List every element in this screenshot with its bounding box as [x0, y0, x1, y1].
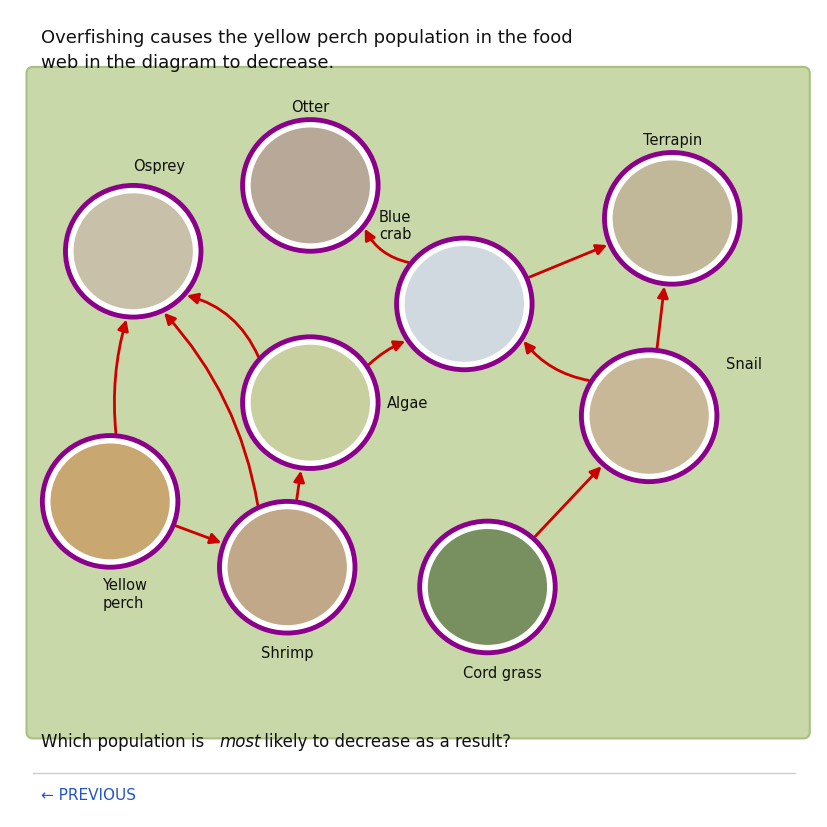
Ellipse shape [612, 161, 731, 277]
Ellipse shape [396, 239, 532, 370]
Ellipse shape [604, 153, 739, 284]
Ellipse shape [419, 522, 555, 653]
Ellipse shape [251, 128, 370, 244]
Ellipse shape [227, 509, 347, 625]
Text: Blue
crab: Blue crab [379, 209, 411, 241]
Ellipse shape [50, 444, 170, 560]
Text: Snail: Snail [725, 356, 761, 371]
Ellipse shape [219, 502, 355, 633]
Ellipse shape [404, 246, 523, 362]
Ellipse shape [65, 186, 201, 318]
Text: ← PREVIOUS: ← PREVIOUS [41, 787, 136, 802]
Text: most: most [219, 732, 261, 750]
Ellipse shape [428, 529, 547, 645]
Text: Algae: Algae [387, 395, 428, 411]
Ellipse shape [242, 337, 378, 469]
Ellipse shape [242, 121, 378, 252]
Ellipse shape [42, 436, 178, 567]
Text: Osprey: Osprey [133, 159, 185, 174]
Text: web in the diagram to decrease.: web in the diagram to decrease. [41, 54, 334, 72]
Text: Which population is: Which population is [41, 732, 210, 750]
Text: Shrimp: Shrimp [261, 646, 313, 661]
FancyBboxPatch shape [26, 68, 809, 739]
Ellipse shape [251, 346, 370, 461]
Text: Otter: Otter [291, 100, 329, 115]
Text: Cord grass: Cord grass [463, 665, 542, 681]
Text: Yellow
perch: Yellow perch [103, 577, 147, 610]
Ellipse shape [589, 358, 708, 474]
Text: likely to decrease as a result?: likely to decrease as a result? [259, 732, 510, 750]
Text: Overfishing causes the yellow perch population in the food: Overfishing causes the yellow perch popu… [41, 29, 572, 47]
Text: Terrapin: Terrapin [642, 132, 701, 148]
Ellipse shape [581, 351, 716, 482]
Ellipse shape [74, 194, 193, 310]
